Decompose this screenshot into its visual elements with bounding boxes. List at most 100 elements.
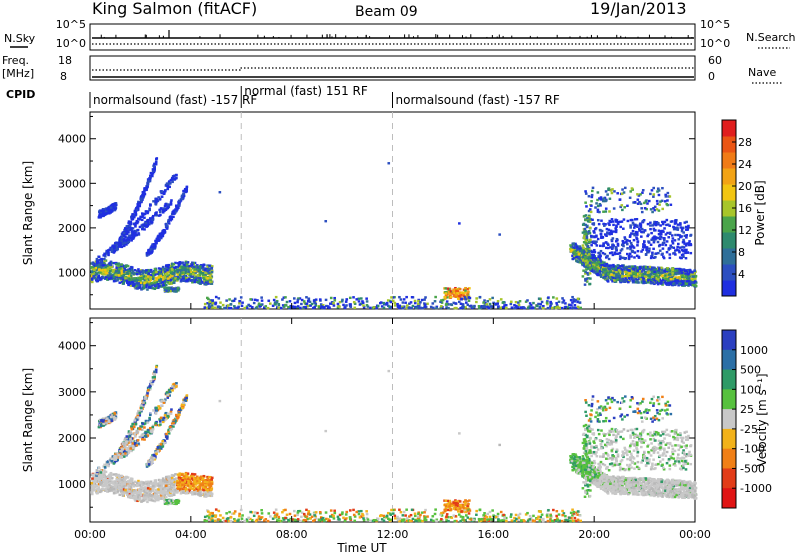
power-range-cell bbox=[494, 303, 498, 306]
power-range-cell bbox=[685, 234, 689, 237]
power-range-cell bbox=[154, 214, 158, 217]
power-range-cell bbox=[582, 263, 586, 266]
power-range-cell bbox=[603, 271, 607, 274]
velocity-range-cell bbox=[206, 477, 210, 480]
power-range-cell bbox=[178, 204, 181, 207]
power-colorbar-swatch bbox=[722, 136, 736, 153]
power-range-cell bbox=[157, 272, 160, 275]
power-range-cell bbox=[625, 276, 629, 280]
power-range-cell bbox=[104, 265, 107, 269]
power-range-cell bbox=[635, 279, 639, 283]
power-range-cell bbox=[620, 248, 624, 251]
power-range-cell bbox=[587, 215, 591, 219]
power-range-cell bbox=[393, 304, 397, 307]
power-range-cell bbox=[155, 278, 159, 281]
power-range-cell bbox=[146, 288, 149, 291]
power-range-cell bbox=[647, 270, 651, 273]
power-range-cell bbox=[635, 224, 639, 227]
power-range-cell bbox=[606, 193, 609, 196]
power-colorbar-swatch bbox=[722, 248, 736, 265]
power-range-cell bbox=[585, 205, 588, 208]
power-range-cell bbox=[260, 296, 263, 299]
power-range-cell bbox=[649, 243, 653, 246]
power-range-cell bbox=[191, 263, 194, 267]
power-range-cell bbox=[206, 280, 209, 284]
power-range-cell bbox=[595, 244, 599, 247]
power-range-cell bbox=[608, 233, 611, 236]
power-range-cell bbox=[643, 246, 646, 249]
power-range-cell bbox=[185, 280, 189, 283]
power-range-cell bbox=[649, 208, 653, 211]
power-range-cell bbox=[122, 244, 126, 248]
power-range-cell bbox=[577, 257, 581, 260]
power-range-cell bbox=[164, 208, 168, 212]
power-range-cell bbox=[97, 255, 101, 259]
power-range-cell bbox=[114, 244, 118, 247]
power-range-cell bbox=[139, 275, 142, 278]
power-range-cell bbox=[673, 239, 677, 242]
power-range-cell bbox=[616, 244, 620, 247]
power-colorbar-tick-label: 12 bbox=[738, 224, 752, 237]
power-range-cell bbox=[688, 240, 691, 243]
power-range-cell bbox=[454, 302, 457, 305]
power-range-cell bbox=[136, 285, 139, 289]
power-range-cell bbox=[590, 250, 594, 254]
power-range-cell bbox=[228, 298, 231, 301]
power-range-cell bbox=[165, 225, 168, 228]
power-range-cell bbox=[633, 251, 637, 254]
power-range-cell bbox=[618, 275, 622, 278]
power-range-cell bbox=[194, 271, 197, 274]
power-range-cell bbox=[348, 296, 352, 300]
power-range-cell bbox=[564, 305, 568, 309]
power-range-cell bbox=[540, 300, 544, 304]
power-range-cell bbox=[125, 226, 128, 230]
power-range-cell bbox=[604, 210, 608, 213]
power-range-cell bbox=[147, 219, 150, 222]
power-range-cell bbox=[193, 269, 197, 273]
power-range-cell bbox=[589, 240, 592, 244]
power-range-cell bbox=[654, 236, 658, 239]
power-range-cell bbox=[118, 281, 122, 284]
power-range-cell bbox=[607, 243, 610, 247]
power-range-cell bbox=[659, 230, 663, 233]
power-range-cell bbox=[591, 261, 594, 264]
power-range-cell bbox=[631, 277, 634, 281]
power-range-cell bbox=[172, 263, 176, 266]
power-range-cell bbox=[110, 277, 114, 281]
power-range-cell bbox=[387, 162, 391, 165]
power-range-cell bbox=[665, 250, 669, 254]
power-range-cell bbox=[613, 265, 617, 268]
power-range-cell bbox=[612, 272, 616, 275]
power-range-cell bbox=[668, 232, 672, 236]
power-range-cell bbox=[613, 252, 617, 256]
power-range-cell bbox=[170, 199, 173, 202]
power-range-cell bbox=[582, 246, 585, 250]
power-range-cell bbox=[344, 300, 348, 303]
power-range-cell bbox=[366, 305, 370, 308]
power-range-cell bbox=[132, 272, 135, 276]
power-range-cell bbox=[201, 272, 205, 275]
power-range-cell bbox=[584, 272, 587, 275]
power-range-cell bbox=[666, 223, 670, 226]
power-range-cell bbox=[685, 270, 689, 274]
power-range-cell bbox=[517, 306, 520, 309]
power-range-cell bbox=[157, 276, 160, 279]
power-range-cell bbox=[675, 248, 679, 252]
power-range-cell bbox=[600, 264, 603, 267]
power-range-cell bbox=[594, 263, 597, 267]
power-range-cell bbox=[182, 194, 186, 198]
power-range-cell bbox=[667, 273, 671, 276]
power-range-cell bbox=[642, 266, 646, 270]
power-range-cell bbox=[464, 306, 467, 309]
power-range-cell bbox=[106, 249, 109, 253]
power-range-cell bbox=[633, 233, 636, 237]
power-range-cell bbox=[99, 258, 103, 261]
power-range-cell bbox=[147, 249, 150, 252]
power-range-cell bbox=[456, 292, 459, 295]
power-range-cell bbox=[607, 268, 611, 271]
y-tick-label: 2000 bbox=[58, 222, 86, 235]
power-range-cell bbox=[281, 298, 284, 301]
power-range-cell bbox=[275, 306, 279, 309]
power-range-cell bbox=[690, 273, 693, 276]
power-range-cell bbox=[247, 303, 251, 307]
